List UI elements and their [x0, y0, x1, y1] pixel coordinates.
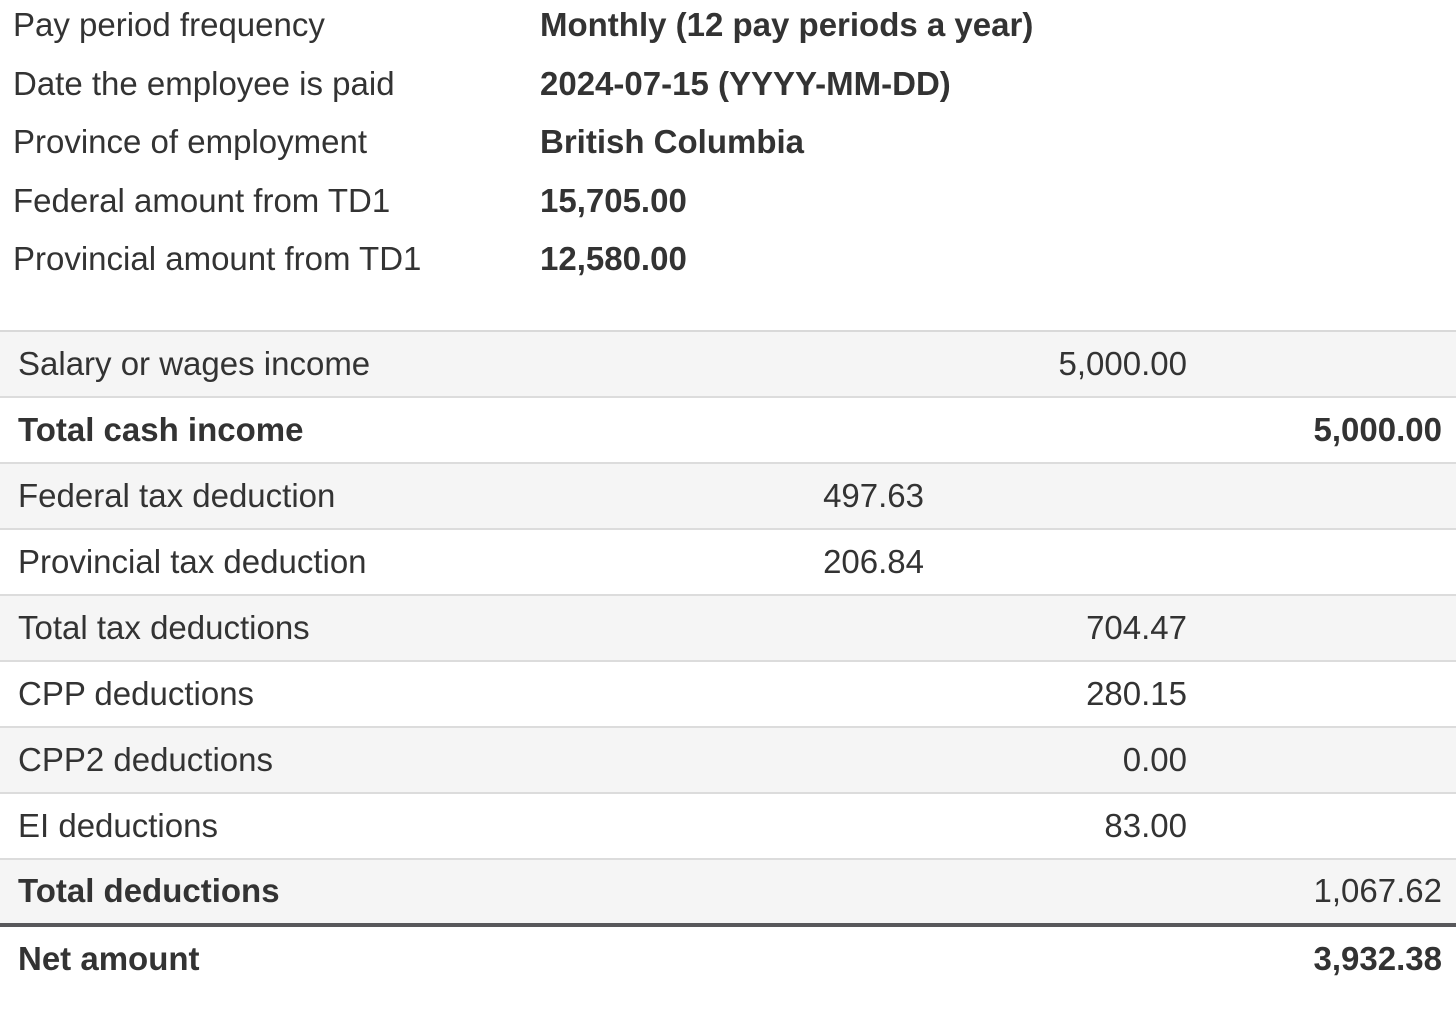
- table-row-salary-income: Salary or wages income 5,000.00: [0, 330, 1456, 397]
- summary-row-date-paid: Date the employee is paid 2024-07-15 (YY…: [13, 55, 1456, 114]
- row-label: Salary or wages income: [18, 344, 371, 382]
- summary-label: Date the employee is paid: [13, 64, 395, 102]
- summary-row-pay-period-frequency: Pay period frequency Monthly (12 pay per…: [13, 0, 1456, 55]
- summary-label: Pay period frequency: [13, 6, 325, 43]
- summary-row-province: Province of employment British Columbia: [13, 113, 1456, 172]
- amount-sub: [700, 661, 924, 727]
- amount-sub: [700, 793, 924, 859]
- row-label: EI deductions: [18, 806, 218, 844]
- results-table: Salary or wages income 5,000.00 Total ca…: [0, 329, 1456, 991]
- amount-sub: [700, 595, 924, 661]
- table-row-federal-tax: Federal tax deduction 497.63: [0, 462, 1456, 529]
- row-label: Net amount: [18, 939, 200, 977]
- row-label: Total deductions: [18, 872, 280, 909]
- amount-total: 3,932.38: [1313, 939, 1442, 977]
- amount-total: [1187, 661, 1456, 727]
- input-summary: Pay period frequency Monthly (12 pay per…: [0, 0, 1456, 289]
- amount-subtotal: [924, 925, 1187, 991]
- amount-subtotal: [924, 859, 1187, 925]
- row-label: CPP deductions: [18, 674, 255, 712]
- summary-value: 12,580.00: [540, 240, 687, 277]
- table-row-cpp-deductions: CPP deductions 280.15: [0, 661, 1456, 727]
- amount-sub: 497.63: [823, 476, 924, 514]
- amount-sub: [700, 397, 924, 463]
- amount-sub: [700, 727, 924, 793]
- amount-total: 1,067.62: [1313, 872, 1442, 909]
- row-label: Total tax deductions: [18, 608, 310, 646]
- amount-subtotal: [924, 529, 1187, 595]
- amount-sub: [700, 331, 924, 397]
- row-label: Total cash income: [18, 410, 304, 448]
- table-row-total-tax-deductions: Total tax deductions 704.47: [0, 594, 1456, 661]
- row-label: CPP2 deductions: [18, 740, 273, 778]
- amount-total: [1187, 463, 1456, 529]
- row-label: Provincial tax deduction: [18, 542, 367, 580]
- summary-value: Monthly (12 pay periods a year): [540, 6, 1034, 43]
- summary-label: Provincial amount from TD1: [13, 240, 422, 277]
- table-row-provincial-tax: Provincial tax deduction 206.84: [0, 529, 1456, 595]
- amount-sub: 206.84: [823, 542, 924, 580]
- amount-subtotal: 704.47: [1086, 608, 1187, 646]
- amount-sub: [700, 925, 924, 991]
- amount-total: [1187, 727, 1456, 793]
- amount-total: [1187, 793, 1456, 859]
- summary-value: 2024-07-15 (YYYY-MM-DD): [540, 64, 951, 102]
- amount-subtotal: 0.00: [1122, 740, 1187, 778]
- table-row-net-amount: Net amount 3,932.38: [0, 925, 1456, 991]
- amount-total: [1187, 595, 1456, 661]
- amount-total: [1187, 529, 1456, 595]
- summary-row-federal-td1: Federal amount from TD1 15,705.00: [13, 172, 1456, 231]
- summary-value: British Columbia: [540, 123, 805, 160]
- amount-total: 5,000.00: [1313, 410, 1442, 448]
- amount-subtotal: 280.15: [1086, 674, 1187, 712]
- row-label: Federal tax deduction: [18, 476, 336, 514]
- amount-total: [1187, 331, 1456, 397]
- summary-value: 15,705.00: [540, 181, 687, 219]
- table-row-cpp2-deductions: CPP2 deductions 0.00: [0, 726, 1456, 793]
- summary-row-provincial-td1: Provincial amount from TD1 12,580.00: [13, 230, 1456, 289]
- amount-sub: [700, 859, 924, 925]
- summary-label: Province of employment: [13, 123, 367, 160]
- amount-subtotal: 83.00: [1104, 806, 1187, 844]
- table-row-total-deductions: Total deductions 1,067.62: [0, 858, 1456, 925]
- summary-label: Federal amount from TD1: [13, 181, 391, 219]
- amount-subtotal: [924, 463, 1187, 529]
- table-row-ei-deductions: EI deductions 83.00: [0, 793, 1456, 859]
- amount-subtotal: [924, 397, 1187, 463]
- amount-subtotal: 5,000.00: [1058, 344, 1187, 382]
- table-row-total-cash-income: Total cash income 5,000.00: [0, 397, 1456, 463]
